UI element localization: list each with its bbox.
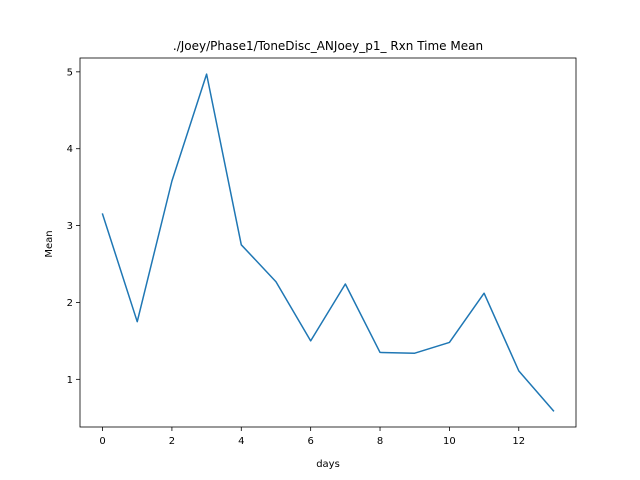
x-tick-label: 12	[512, 436, 525, 447]
y-tick-label: 1	[67, 375, 73, 386]
y-tick-label: 4	[67, 144, 73, 155]
x-tick-label: 2	[169, 436, 175, 447]
x-tick-label: 4	[238, 436, 244, 447]
x-tick-label: 10	[443, 436, 456, 447]
x-tick-label: 6	[307, 436, 313, 447]
x-tick-label: 8	[377, 436, 383, 447]
chart-title: ./Joey/Phase1/ToneDisc_ANJoey_p1_ Rxn Ti…	[173, 39, 483, 53]
x-tick-label: 0	[99, 436, 105, 447]
x-axis-label: days	[316, 459, 340, 470]
series-line-0	[101, 73, 555, 412]
y-tick-label: 5	[67, 67, 73, 78]
y-tick-label: 3	[67, 221, 73, 232]
y-tick-label: 2	[67, 298, 73, 309]
y-axis-label: Mean	[44, 230, 55, 257]
plot-frame	[79, 57, 577, 428]
